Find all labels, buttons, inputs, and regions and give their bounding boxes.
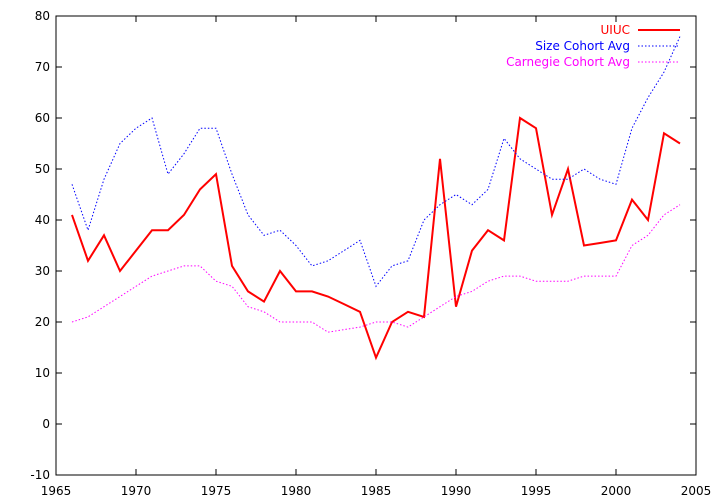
- x-tick-label: 1995: [521, 484, 552, 498]
- y-tick-label: 50: [35, 162, 50, 176]
- legend-label-size-cohort-avg: Size Cohort Avg: [535, 39, 630, 53]
- series-lines: [71, 36, 681, 361]
- x-tick-label: 1990: [441, 484, 472, 498]
- x-tick-label: 1975: [201, 484, 232, 498]
- x-tick-label: 1985: [361, 484, 392, 498]
- y-tick-label: 0: [42, 417, 50, 431]
- x-tick-label: 2005: [681, 484, 712, 498]
- series-line-uiuc: [71, 116, 681, 361]
- x-tick-label: 1965: [41, 484, 72, 498]
- y-tick-label: 10: [35, 366, 50, 380]
- series-line-carnegie-cohort-avg: [71, 204, 681, 333]
- y-tick-label: 60: [35, 111, 50, 125]
- legend-label-carnegie-cohort-avg: Carnegie Cohort Avg: [506, 55, 630, 69]
- y-tick-label: 30: [35, 264, 50, 278]
- axes: 1965 1970 1975 1980 1985 1990 1995 2000 2005 -10 0…: [30, 9, 711, 498]
- plot-frame: [55, 15, 697, 476]
- y-tick-label: 20: [35, 315, 50, 329]
- y-tick-label: 80: [35, 9, 50, 23]
- x-tick-label: 1980: [281, 484, 312, 498]
- y-tick-label: -10: [30, 468, 50, 482]
- y-tick-label: 70: [35, 60, 50, 74]
- legend-label-uiuc: UIUC: [601, 23, 630, 37]
- series-line-size-cohort-avg: [71, 36, 681, 288]
- x-tick-label: 1970: [121, 484, 152, 498]
- x-tick-label: 2000: [601, 484, 632, 498]
- legend: UIUC Size Cohort Avg Carnegie Cohort Avg: [506, 23, 680, 69]
- y-tick-label: 40: [35, 213, 50, 227]
